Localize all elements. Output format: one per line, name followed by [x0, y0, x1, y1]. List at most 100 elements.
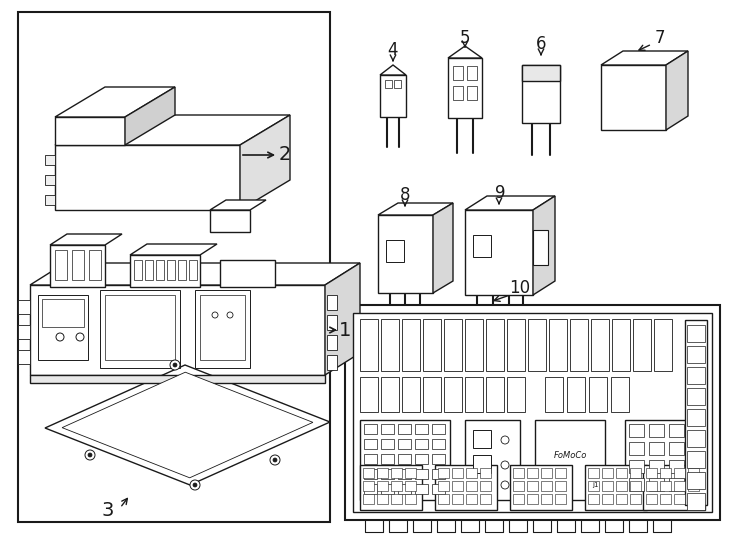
Bar — [18, 325, 30, 339]
Bar — [611, 377, 629, 412]
Bar — [423, 377, 441, 412]
Bar — [687, 430, 705, 447]
Polygon shape — [125, 87, 175, 145]
Circle shape — [273, 458, 277, 462]
Bar — [381, 439, 394, 449]
Circle shape — [501, 436, 509, 444]
Text: 1: 1 — [339, 321, 351, 340]
Bar — [381, 469, 394, 479]
Bar — [405, 494, 416, 504]
Bar — [649, 442, 664, 455]
Circle shape — [501, 461, 509, 469]
Bar — [555, 468, 566, 478]
Bar — [630, 468, 641, 478]
Bar — [466, 494, 477, 504]
Circle shape — [212, 312, 218, 318]
Bar — [415, 424, 428, 434]
Bar — [486, 377, 504, 412]
Bar — [674, 468, 685, 478]
Bar — [649, 460, 664, 473]
Polygon shape — [666, 51, 688, 130]
Bar — [466, 468, 477, 478]
Bar — [629, 442, 644, 455]
Bar — [612, 319, 630, 371]
Bar — [45, 155, 55, 165]
Bar — [646, 481, 657, 491]
Bar — [452, 468, 463, 478]
Bar — [381, 319, 399, 371]
Bar — [527, 481, 538, 491]
Bar — [45, 175, 55, 185]
Polygon shape — [55, 117, 125, 145]
Bar — [435, 465, 497, 510]
Bar — [555, 494, 566, 504]
Bar — [467, 86, 477, 100]
Polygon shape — [380, 65, 406, 75]
Bar — [602, 481, 613, 491]
Bar — [687, 493, 705, 510]
Bar — [630, 494, 641, 504]
Bar — [527, 468, 538, 478]
Bar — [415, 439, 428, 449]
Bar — [629, 460, 644, 473]
Polygon shape — [55, 145, 240, 210]
Bar — [381, 454, 394, 464]
Bar — [189, 260, 197, 280]
Bar — [45, 195, 55, 205]
Bar — [327, 315, 337, 330]
Bar — [513, 494, 524, 504]
Bar — [55, 250, 67, 280]
Bar — [178, 260, 186, 280]
Bar — [438, 468, 449, 478]
Polygon shape — [325, 263, 360, 375]
Polygon shape — [62, 372, 313, 478]
Bar — [405, 481, 416, 491]
Bar — [364, 439, 377, 449]
Bar — [415, 454, 428, 464]
Bar — [432, 439, 445, 449]
Bar — [473, 430, 491, 448]
Bar — [688, 468, 699, 478]
Bar — [669, 478, 684, 491]
Circle shape — [170, 360, 180, 370]
Bar — [444, 319, 462, 371]
Bar — [629, 478, 644, 491]
Bar — [549, 319, 567, 371]
Polygon shape — [45, 365, 330, 485]
Polygon shape — [240, 115, 290, 210]
Polygon shape — [533, 230, 548, 265]
Text: j1: j1 — [592, 482, 598, 488]
Bar — [130, 255, 200, 287]
Bar — [480, 481, 491, 491]
Bar — [588, 494, 599, 504]
Bar — [398, 469, 411, 479]
Bar — [528, 319, 546, 371]
Bar — [602, 494, 613, 504]
Bar — [391, 494, 402, 504]
Bar — [646, 494, 657, 504]
Bar — [674, 481, 685, 491]
Bar — [687, 367, 705, 384]
Bar — [360, 420, 450, 500]
Polygon shape — [50, 234, 122, 245]
Bar — [687, 346, 705, 363]
Bar — [480, 494, 491, 504]
Bar — [555, 481, 566, 491]
Circle shape — [76, 333, 84, 341]
Bar — [432, 424, 445, 434]
Bar — [522, 65, 560, 123]
Text: 10: 10 — [509, 279, 531, 297]
Bar — [381, 484, 394, 494]
Bar — [432, 484, 445, 494]
Bar — [465, 319, 483, 371]
Circle shape — [501, 481, 509, 489]
Bar — [398, 439, 411, 449]
Bar — [432, 454, 445, 464]
Bar — [363, 494, 374, 504]
Bar — [654, 319, 672, 371]
Bar — [363, 481, 374, 491]
Polygon shape — [465, 210, 533, 295]
Bar — [364, 469, 377, 479]
Bar — [360, 465, 422, 510]
Bar — [513, 481, 524, 491]
